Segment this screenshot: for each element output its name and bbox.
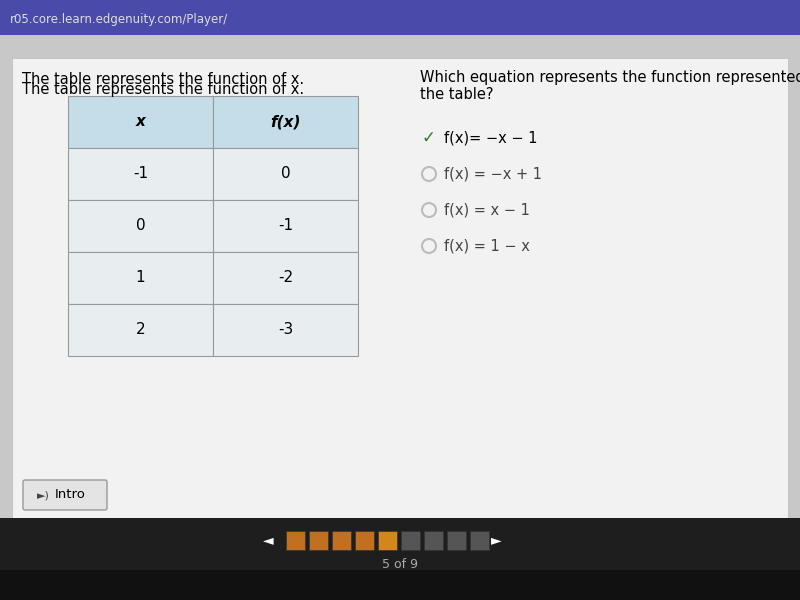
Text: ►: ► (490, 533, 502, 547)
FancyBboxPatch shape (23, 480, 107, 510)
Bar (213, 200, 358, 252)
Text: f(x) = x − 1: f(x) = x − 1 (444, 202, 530, 217)
Text: The table represents the function of x.: The table represents the function of x. (22, 82, 304, 97)
Bar (0, 518, 800, 600)
Bar (470, 530, 489, 550)
Text: Which equation represents the function represented by
the table?: Which equation represents the function r… (420, 70, 800, 103)
Text: ✓: ✓ (422, 129, 436, 147)
Text: 2: 2 (136, 323, 146, 337)
Text: ◄: ◄ (262, 533, 274, 547)
Bar (68, 148, 213, 200)
Bar (355, 530, 374, 550)
Bar (68, 304, 213, 356)
Text: 1: 1 (136, 271, 146, 286)
Bar (213, 148, 358, 200)
Text: -1: -1 (133, 166, 148, 181)
Bar (213, 304, 358, 356)
Text: ►): ►) (37, 490, 50, 500)
Bar (68, 252, 213, 304)
Bar (286, 530, 305, 550)
Text: f(x): f(x) (270, 115, 301, 130)
Text: r05.core.learn.edgenuity.com/Player/: r05.core.learn.edgenuity.com/Player/ (10, 13, 228, 26)
Text: f(x) = 1 − x: f(x) = 1 − x (444, 238, 530, 253)
Bar (401, 530, 420, 550)
Text: -3: -3 (278, 323, 293, 337)
Bar (68, 96, 213, 148)
Bar (0, 570, 800, 600)
Text: -2: -2 (278, 271, 293, 286)
Bar (213, 252, 358, 304)
Bar (447, 530, 466, 550)
Bar (0, 0, 800, 35)
Text: 0: 0 (136, 218, 146, 233)
Bar (332, 530, 351, 550)
Bar (309, 530, 328, 550)
Bar (68, 200, 213, 252)
Text: The table represents the function of x.: The table represents the function of x. (22, 72, 304, 87)
Text: f(x)= −x − 1: f(x)= −x − 1 (444, 130, 538, 145)
Text: -1: -1 (278, 218, 293, 233)
Bar (424, 530, 443, 550)
Text: 0: 0 (281, 166, 290, 181)
Bar (12, 58, 788, 518)
Text: 5 of 9: 5 of 9 (382, 557, 418, 571)
Text: Intro: Intro (55, 488, 86, 502)
Bar (213, 96, 358, 148)
Bar (378, 530, 397, 550)
Text: f(x) = −x + 1: f(x) = −x + 1 (444, 166, 542, 181)
Text: x: x (135, 115, 146, 130)
